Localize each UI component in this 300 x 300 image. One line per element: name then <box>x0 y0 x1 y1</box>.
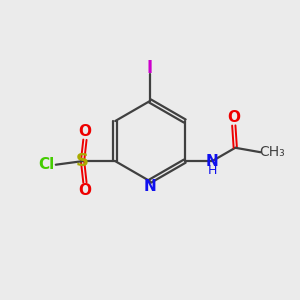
Text: O: O <box>78 124 92 139</box>
Text: N: N <box>206 154 218 169</box>
Text: S: S <box>76 152 89 170</box>
Text: O: O <box>78 183 92 198</box>
Text: O: O <box>227 110 240 125</box>
Text: CH₃: CH₃ <box>259 145 285 159</box>
Text: Cl: Cl <box>38 157 54 172</box>
Text: N: N <box>144 179 156 194</box>
Text: H: H <box>207 164 217 177</box>
Text: I: I <box>147 59 153 77</box>
